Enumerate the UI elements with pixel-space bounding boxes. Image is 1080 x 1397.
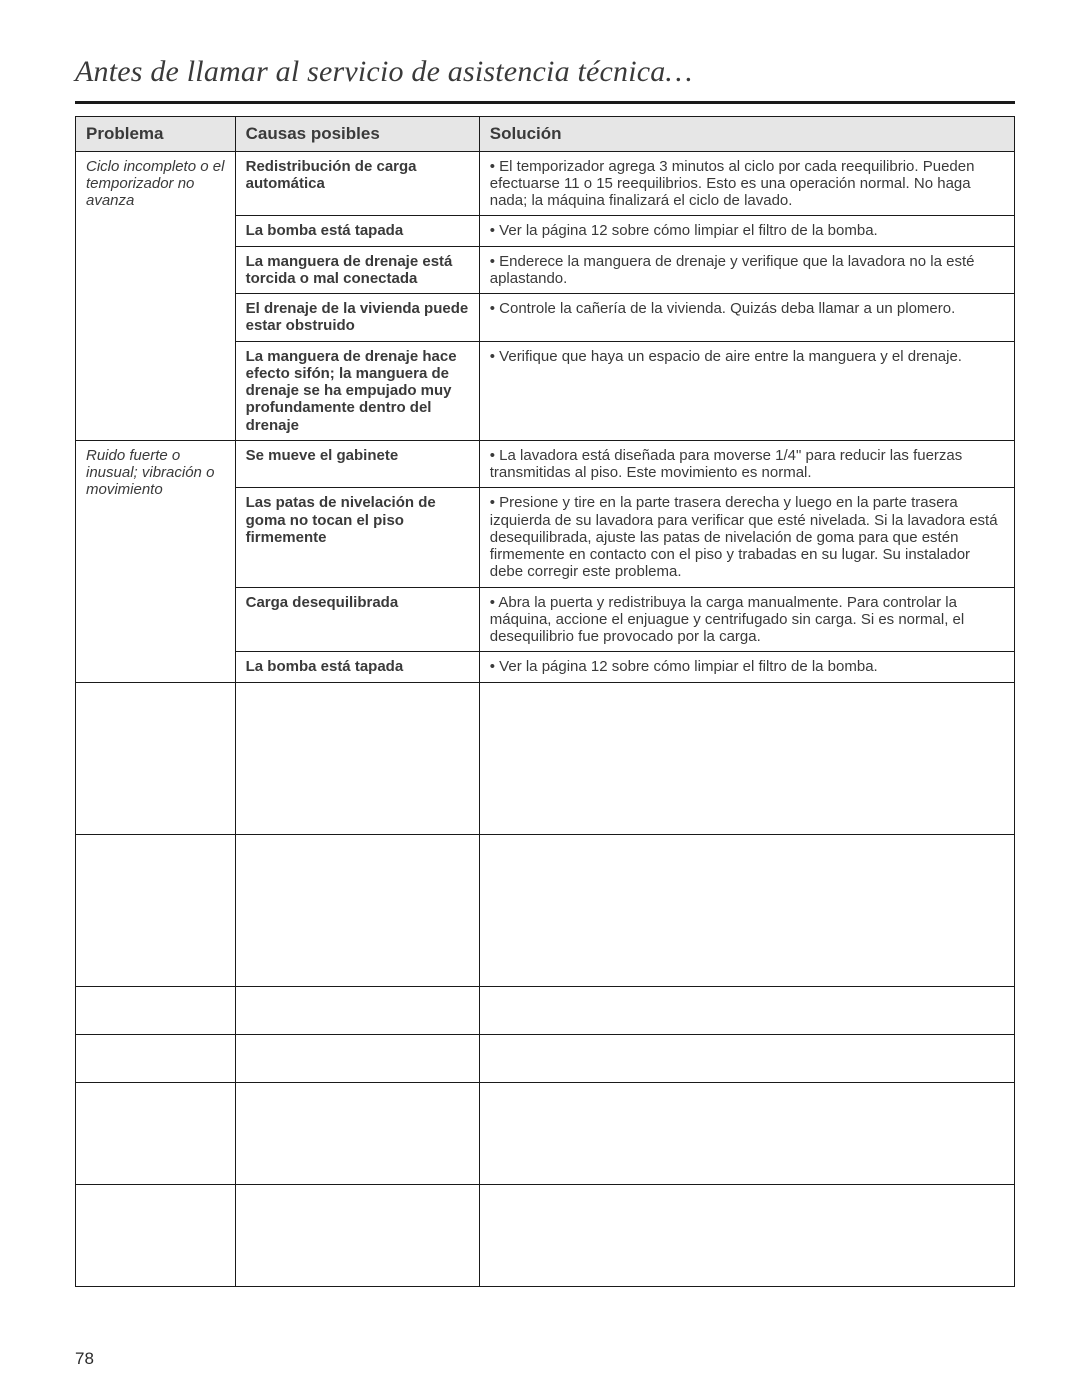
empty-cell [76, 1184, 236, 1286]
empty-cell [76, 682, 236, 834]
cause-cell: Carga desequilibrada [235, 587, 479, 652]
empty-cell [76, 1034, 236, 1082]
empty-cell [76, 834, 236, 986]
solution-cell: • Ver la página 12 sobre cómo limpiar el… [479, 216, 1014, 246]
empty-cell [235, 682, 479, 834]
cause-cell: Se mueve el gabinete [235, 440, 479, 488]
table-row: Ruido fuerte o inusual; vibración o movi… [76, 440, 1015, 488]
cause-cell: La manguera de drenaje está torcida o ma… [235, 246, 479, 294]
table-row: Ciclo incompleto o el temporizador no av… [76, 151, 1015, 216]
page-number: 78 [75, 1349, 94, 1369]
solution-cell: • Enderece la manguera de drenaje y veri… [479, 246, 1014, 294]
empty-cell [479, 682, 1014, 834]
solution-cell: • Ver la página 12 sobre cómo limpiar el… [479, 652, 1014, 682]
empty-cell [235, 834, 479, 986]
empty-cell [76, 1082, 236, 1184]
empty-cell [479, 986, 1014, 1034]
header-problem: Problema [76, 117, 236, 152]
empty-cell [76, 986, 236, 1034]
cause-cell: La manguera de drenaje hace efecto sifón… [235, 341, 479, 440]
empty-cell [479, 834, 1014, 986]
empty-cell [235, 1082, 479, 1184]
problem-cell: Ruido fuerte o inusual; vibración o movi… [76, 440, 236, 682]
cause-cell: Las patas de nivelación de goma no tocan… [235, 488, 479, 587]
cause-cell: El drenaje de la vivienda puede estar ob… [235, 294, 479, 342]
empty-row [76, 1034, 1015, 1082]
problem-cell: Ciclo incompleto o el temporizador no av… [76, 151, 236, 440]
empty-cell [479, 1184, 1014, 1286]
empty-row [76, 1082, 1015, 1184]
solution-cell: • Verifique que haya un espacio de aire … [479, 341, 1014, 440]
header-solution: Solución [479, 117, 1014, 152]
empty-row [76, 682, 1015, 834]
solution-cell: • La lavadora está diseñada para moverse… [479, 440, 1014, 488]
page-title: Antes de llamar al servicio de asistenci… [75, 55, 1015, 104]
empty-cell [235, 1034, 479, 1082]
solution-cell: • Abra la puerta y redistribuya la carga… [479, 587, 1014, 652]
troubleshooting-table: Problema Causas posibles Solución Ciclo … [75, 116, 1015, 1287]
solution-cell: • Controle la cañería de la vivienda. Qu… [479, 294, 1014, 342]
solution-cell: • El temporizador agrega 3 minutos al ci… [479, 151, 1014, 216]
empty-row [76, 834, 1015, 986]
empty-cell [479, 1082, 1014, 1184]
empty-row [76, 1184, 1015, 1286]
cause-cell: La bomba está tapada [235, 652, 479, 682]
empty-row [76, 986, 1015, 1034]
cause-cell: Redistribución de carga automática [235, 151, 479, 216]
solution-cell: • Presione y tire en la parte trasera de… [479, 488, 1014, 587]
empty-cell [479, 1034, 1014, 1082]
table-header-row: Problema Causas posibles Solución [76, 117, 1015, 152]
empty-cell [235, 1184, 479, 1286]
cause-cell: La bomba está tapada [235, 216, 479, 246]
empty-cell [235, 986, 479, 1034]
header-cause: Causas posibles [235, 117, 479, 152]
